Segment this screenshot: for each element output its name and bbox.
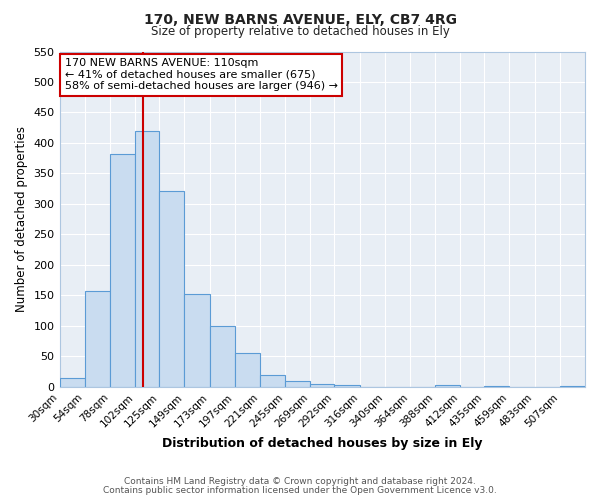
Text: Contains HM Land Registry data © Crown copyright and database right 2024.: Contains HM Land Registry data © Crown c… — [124, 477, 476, 486]
Bar — [209, 326, 235, 387]
Bar — [235, 354, 260, 387]
Bar — [435, 385, 460, 387]
Bar — [310, 384, 334, 387]
Bar — [484, 386, 509, 387]
Text: 170 NEW BARNS AVENUE: 110sqm
← 41% of detached houses are smaller (675)
58% of s: 170 NEW BARNS AVENUE: 110sqm ← 41% of de… — [65, 58, 338, 92]
Y-axis label: Number of detached properties: Number of detached properties — [15, 126, 28, 312]
Bar — [285, 382, 310, 387]
Bar — [110, 154, 135, 387]
Bar — [260, 374, 285, 387]
Bar — [159, 190, 184, 387]
Bar — [135, 131, 159, 387]
Bar — [334, 384, 359, 387]
Bar — [59, 378, 85, 387]
Bar — [560, 386, 585, 387]
Text: Size of property relative to detached houses in Ely: Size of property relative to detached ho… — [151, 25, 449, 38]
Bar — [85, 291, 110, 387]
Text: Contains public sector information licensed under the Open Government Licence v3: Contains public sector information licen… — [103, 486, 497, 495]
X-axis label: Distribution of detached houses by size in Ely: Distribution of detached houses by size … — [162, 437, 482, 450]
Bar — [184, 294, 209, 387]
Text: 170, NEW BARNS AVENUE, ELY, CB7 4RG: 170, NEW BARNS AVENUE, ELY, CB7 4RG — [143, 12, 457, 26]
